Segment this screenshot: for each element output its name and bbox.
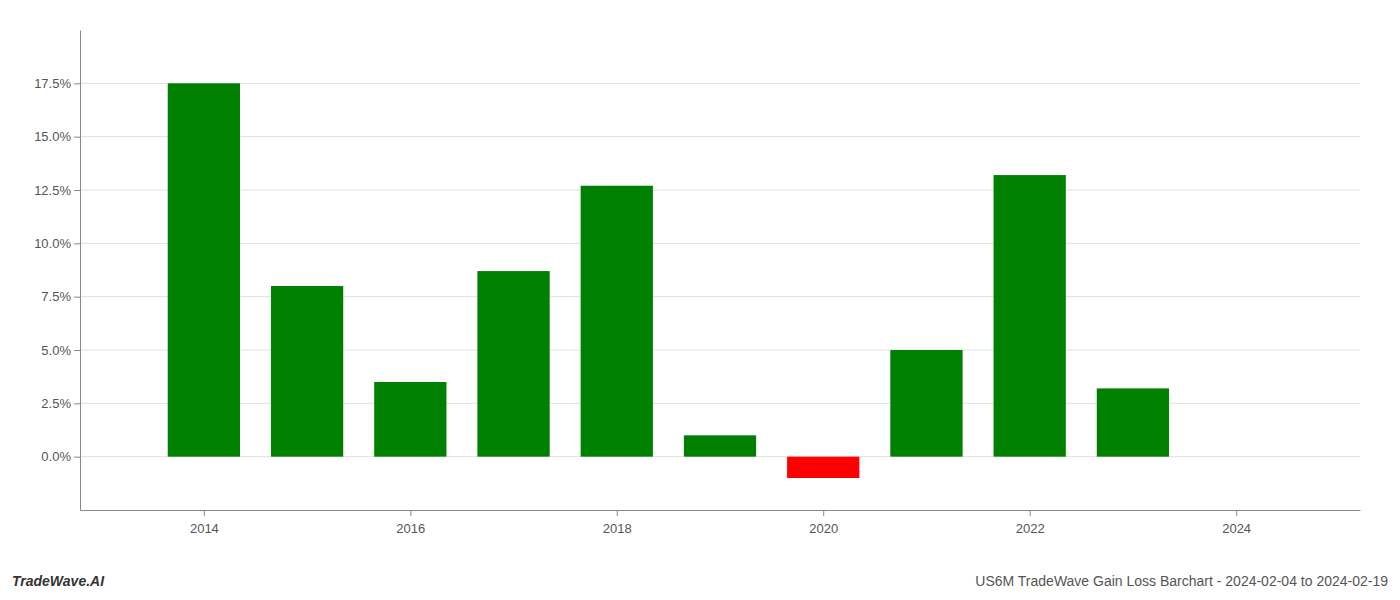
y-tick: 15.0% (34, 129, 80, 144)
y-tick-mark (74, 137, 80, 138)
bar (374, 382, 446, 457)
y-tick-label: 17.5% (34, 76, 71, 91)
grid-line (80, 83, 1360, 84)
x-tick-label: 2018 (603, 521, 632, 536)
y-tick-mark (74, 297, 80, 298)
y-tick: 10.0% (34, 236, 80, 251)
x-axis: 2014 2016 2018 2020 2022 2024 (81, 510, 1361, 536)
grid-line (80, 190, 1360, 191)
y-tick: 17.5% (34, 76, 80, 91)
x-tick-label: 2016 (396, 521, 425, 536)
bar (787, 457, 859, 478)
chart: 2014 2016 2018 2020 2022 2024 0.0% 2.5% 5.0% 7.5%… (0, 0, 1400, 600)
x-tick-label: 2022 (1016, 521, 1045, 536)
y-tick-label: 12.5% (34, 183, 71, 198)
y-tick-mark (74, 457, 80, 458)
y-tick-label: 0.0% (41, 449, 71, 464)
x-tick: 2020 (809, 510, 838, 536)
y-tick-mark (74, 190, 80, 191)
y-tick-mark (74, 350, 80, 351)
x-axis-line (81, 510, 1361, 511)
grid-line (80, 243, 1360, 244)
x-tick: 2016 (396, 510, 425, 536)
y-axis: 0.0% 2.5% 5.0% 7.5% 10.0% 12.5% 15.0% 17.5% (34, 31, 80, 511)
bar (890, 350, 962, 457)
x-tick-mark (1236, 510, 1237, 516)
x-tick: 2018 (603, 510, 632, 536)
x-tick: 2014 (190, 510, 219, 536)
bar (684, 435, 756, 456)
footer-right: US6M TradeWave Gain Loss Barchart - 2024… (975, 573, 1388, 589)
x-tick-mark (204, 510, 205, 516)
y-tick: 0.0% (41, 449, 80, 464)
grid-line (80, 136, 1360, 137)
x-tick-mark (617, 510, 618, 516)
x-tick-label: 2024 (1222, 521, 1251, 536)
y-tick-label: 10.0% (34, 236, 71, 251)
plot-area: 2014 2016 2018 2020 2022 2024 0.0% 2.5% 5.0% 7.5%… (34, 31, 1360, 537)
x-tick-mark (410, 510, 411, 516)
y-tick: 12.5% (34, 183, 80, 198)
y-tick-label: 5.0% (41, 343, 71, 358)
bar (994, 175, 1066, 457)
y-tick-mark (74, 243, 80, 244)
bar (581, 186, 653, 457)
y-tick-mark (74, 403, 80, 404)
x-tick-label: 2020 (809, 521, 838, 536)
bar (271, 286, 343, 457)
x-tick-mark (823, 510, 824, 516)
y-tick-label: 7.5% (41, 289, 71, 304)
grid (80, 83, 1360, 456)
y-tick-label: 2.5% (41, 396, 71, 411)
y-tick: 2.5% (41, 396, 80, 411)
x-tick: 2022 (1016, 510, 1045, 536)
x-tick-label: 2014 (190, 521, 219, 536)
bar (168, 83, 240, 456)
y-tick-mark (74, 83, 80, 84)
y-tick: 5.0% (41, 343, 80, 358)
x-tick-mark (1030, 510, 1031, 516)
bars (168, 83, 1169, 478)
x-tick: 2024 (1222, 510, 1251, 536)
footer-left: TradeWave.AI (12, 573, 105, 589)
bar (1097, 388, 1169, 456)
y-tick: 7.5% (41, 289, 80, 304)
y-axis-line (80, 31, 81, 511)
y-tick-label: 15.0% (34, 129, 71, 144)
bar (477, 271, 549, 457)
